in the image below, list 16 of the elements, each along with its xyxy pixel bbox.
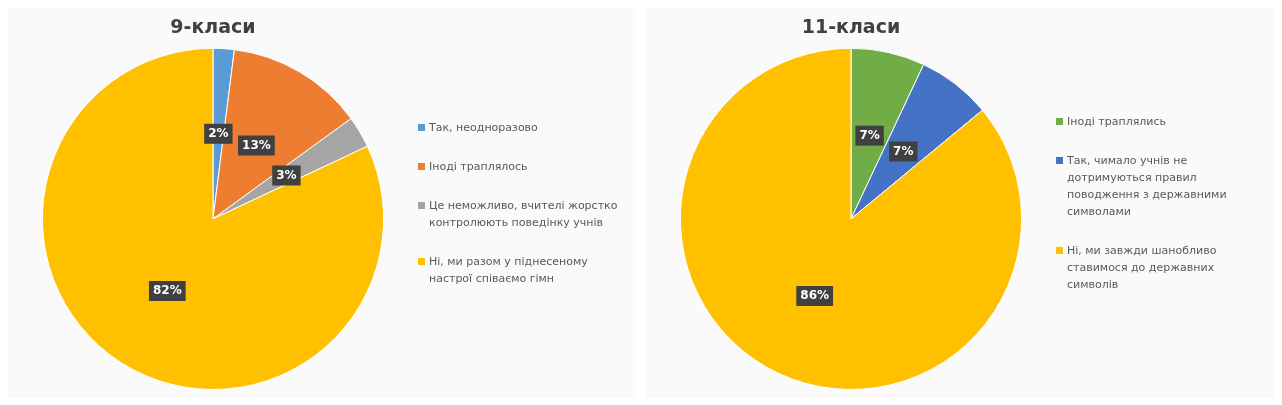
legend-label: Ні, ми разом у піднесеному настрої співаємо гімн: [429, 254, 589, 287]
legend-label: Іноді траплялись: [1067, 114, 1167, 130]
data-label: 7%: [893, 143, 914, 158]
legend-label: Так, чимало учнів не дотримуються правил поводження з державними символами: [1067, 153, 1228, 220]
legend-label: Ні, ми завжди шанобливо ставимося до державних символів: [1067, 243, 1218, 293]
legend-label: Іноді траплялось: [429, 159, 528, 175]
data-label: 3%: [276, 167, 297, 182]
legend-label: Так, неодноразово: [429, 120, 538, 136]
data-label: 86%: [800, 287, 830, 302]
chart-title: 9-класи: [170, 14, 256, 37]
legend-label: Це неможливо, вчителі жорстко контролюють поведінку учнів: [429, 198, 619, 231]
data-label: 2%: [208, 125, 229, 140]
data-label: 82%: [152, 282, 182, 297]
data-label: 7%: [859, 127, 880, 142]
data-label: 13%: [242, 137, 271, 152]
chart-title: 11-класи: [801, 14, 901, 37]
